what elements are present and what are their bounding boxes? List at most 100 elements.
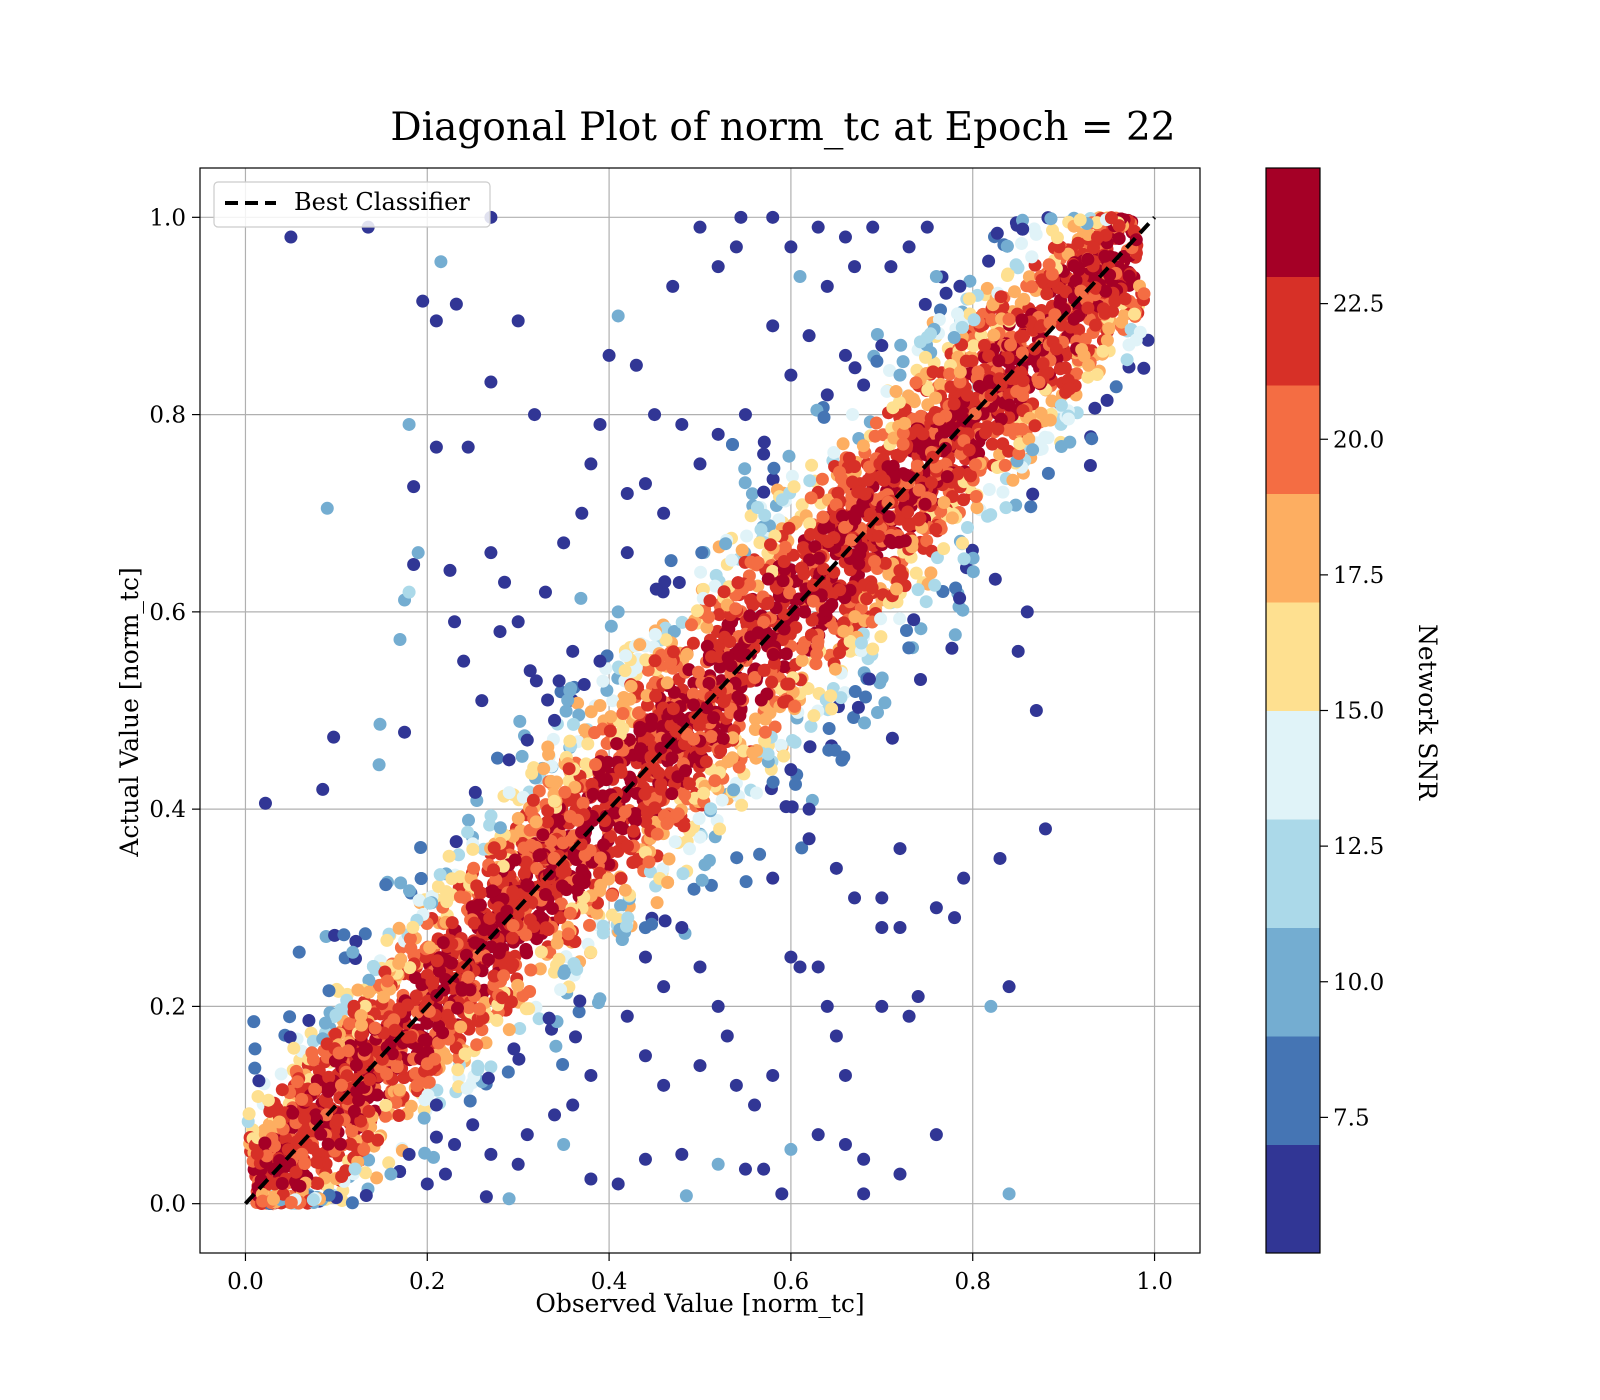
scatter-point <box>848 512 862 526</box>
scatter-point <box>649 582 663 596</box>
scatter-point <box>893 612 907 626</box>
scatter-point <box>394 876 408 890</box>
scatter-point <box>874 612 888 626</box>
scatter-point <box>393 1083 407 1097</box>
scatter-point <box>761 747 775 761</box>
scatter-point <box>934 303 947 317</box>
scatter-point <box>1041 466 1055 480</box>
scatter-point <box>993 851 1007 865</box>
colorbar-tick-label: 10.0 <box>1333 970 1384 996</box>
scatter-point <box>470 879 484 893</box>
scatter-point <box>1122 338 1136 352</box>
scatter-point <box>784 368 798 382</box>
scatter-point <box>632 706 646 720</box>
scatter-point <box>614 871 628 885</box>
scatter-point <box>713 822 727 836</box>
scatter-point <box>585 777 599 791</box>
scatter-point <box>885 731 899 745</box>
y-tick-label: 0.8 <box>149 403 186 429</box>
scatter-point <box>523 664 537 678</box>
scatter-point <box>929 901 943 915</box>
scatter-point <box>298 1157 312 1170</box>
scatter-point <box>611 309 625 323</box>
scatter-point <box>1081 252 1095 266</box>
scatter-point <box>593 851 607 865</box>
scatter-point <box>848 361 862 375</box>
scatter-point <box>893 921 907 934</box>
scatter-point <box>1025 250 1039 264</box>
scatter-point <box>1010 385 1024 398</box>
scatter-point <box>650 896 664 910</box>
scatter-point <box>571 813 585 827</box>
scatter-point <box>878 696 892 710</box>
scatter-point <box>645 917 659 931</box>
scatter-point <box>702 854 716 867</box>
scatter-point <box>1108 294 1122 308</box>
scatter-point <box>836 509 849 523</box>
scatter-point <box>362 985 376 999</box>
scatter-point <box>890 582 903 596</box>
scatter-point <box>865 581 879 595</box>
scatter-point <box>592 996 605 1010</box>
scatter-point <box>1041 431 1055 445</box>
scatter-point <box>1083 459 1097 472</box>
scatter-point <box>785 469 799 483</box>
scatter-point <box>953 365 967 379</box>
scatter-point <box>880 384 894 398</box>
scatter-point <box>250 1147 264 1161</box>
scatter-point <box>731 690 745 704</box>
scatter-point <box>665 751 679 765</box>
scatter-point <box>433 964 446 978</box>
scatter-point <box>657 1078 671 1092</box>
scatter-point <box>801 682 815 695</box>
scatter-point <box>963 274 977 288</box>
scatter-point <box>316 782 330 796</box>
scatter-point <box>1000 239 1014 253</box>
colorbar-tick-label: 22.5 <box>1333 292 1384 318</box>
scatter-point <box>660 817 674 831</box>
scatter-point <box>1034 406 1048 420</box>
scatter-point <box>802 329 816 343</box>
scatter-point <box>971 365 985 379</box>
scatter-point <box>1022 270 1036 284</box>
scatter-point <box>962 292 976 306</box>
scatter-point <box>1088 401 1102 415</box>
scatter-point <box>788 699 802 713</box>
scatter-point <box>530 862 544 875</box>
scatter-point <box>889 385 903 398</box>
scatter-point <box>992 372 1006 386</box>
scatter-point <box>675 1147 689 1161</box>
scatter-point <box>593 699 607 712</box>
colorbar-segment <box>1266 602 1320 711</box>
scatter-point <box>641 698 654 712</box>
scatter-point <box>872 529 886 543</box>
scatter-point <box>766 210 780 224</box>
scatter-point <box>738 462 752 476</box>
scatter-point <box>838 348 852 362</box>
scatter-point <box>901 505 915 519</box>
scatter-point <box>967 313 981 327</box>
scatter-point <box>541 815 554 829</box>
scatter-point <box>969 458 983 472</box>
scatter-point <box>661 875 675 889</box>
scatter-point <box>914 622 928 636</box>
scatter-point <box>366 960 380 973</box>
scatter-point <box>711 427 725 441</box>
scatter-point <box>987 328 1001 342</box>
scatter-point <box>556 1058 570 1071</box>
x-tick-label: 0.0 <box>227 1269 264 1295</box>
scatter-point <box>623 692 637 706</box>
scatter-point <box>436 936 450 950</box>
scatter-point <box>953 591 967 605</box>
scatter-point <box>711 999 725 1013</box>
scatter-point <box>919 350 932 364</box>
scatter-point <box>687 698 700 712</box>
scatter-point <box>690 604 704 618</box>
scatter-point <box>686 687 700 701</box>
scatter-point <box>808 540 822 554</box>
scatter-point <box>463 1094 477 1108</box>
scatter-point <box>557 966 571 980</box>
scatter-point <box>306 1193 320 1207</box>
scatter-point <box>414 872 428 885</box>
